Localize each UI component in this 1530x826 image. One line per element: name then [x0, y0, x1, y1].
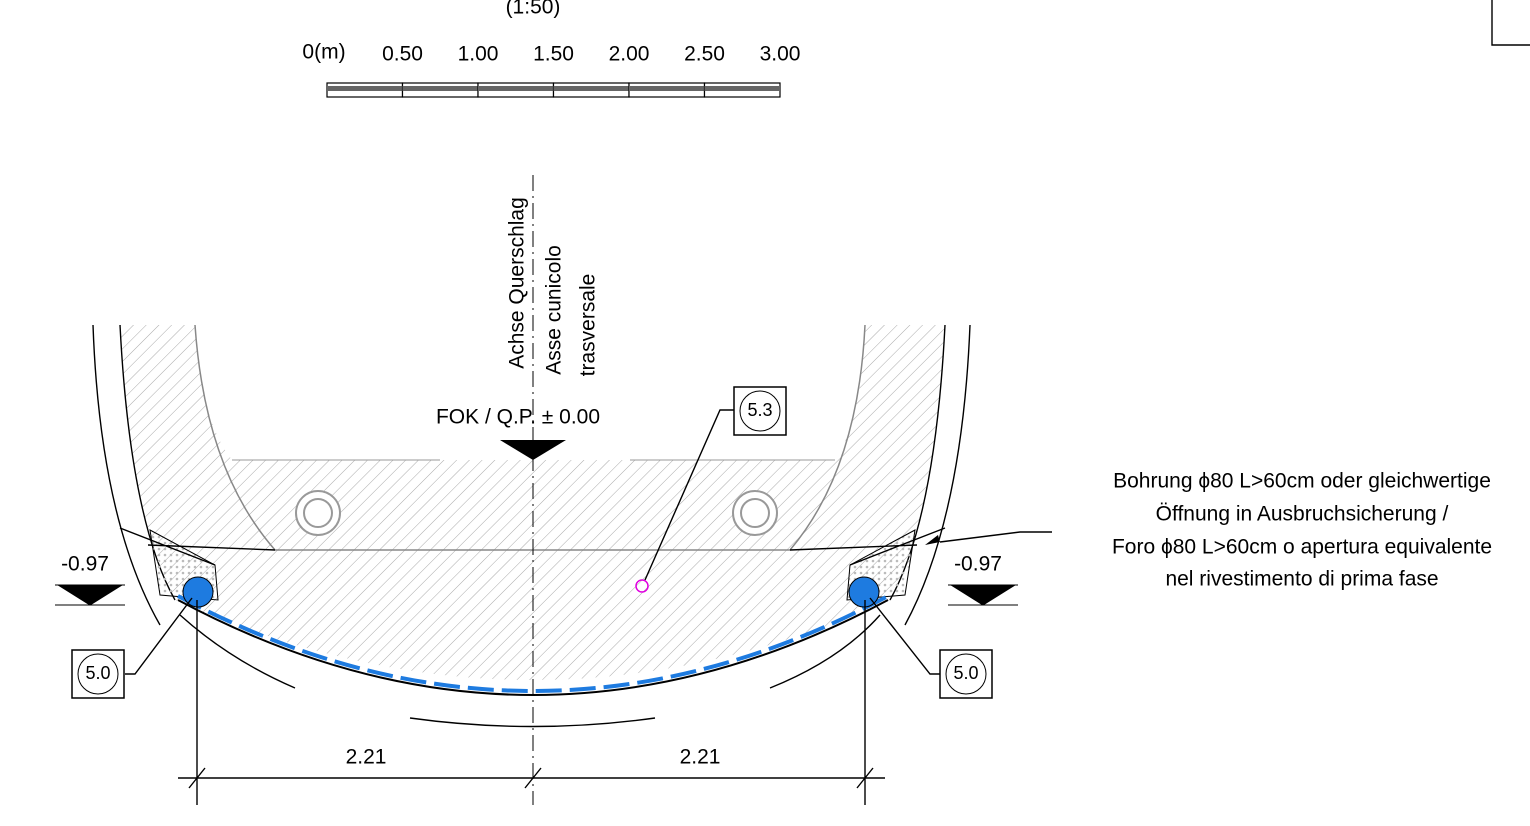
note: Bohrung ϕ80 L>60cm oder gleichwertige	[1113, 470, 1491, 493]
level-marker	[500, 440, 566, 460]
note: Foro ϕ80 L>60cm o apertura equivalente	[1112, 536, 1492, 559]
pipe	[295, 490, 341, 536]
dimension: 2.21	[680, 746, 721, 769]
callout-circle	[77, 653, 119, 695]
scale-stripe	[402, 86, 478, 91]
point	[635, 579, 649, 593]
callout: 5.0	[85, 663, 110, 683]
scale-label: 1.50	[533, 43, 574, 66]
scale-label: 0.50	[382, 43, 423, 66]
elevation: -0.97	[954, 553, 1002, 576]
note: nel rivestimento di prima fase	[1165, 568, 1438, 591]
elevation-marker	[55, 584, 125, 606]
callout: 5.3	[747, 400, 772, 420]
dimension: 2.21	[346, 746, 387, 769]
note: Öffnung in Ausbruchsicherung /	[1156, 503, 1449, 526]
excavation	[92, 324, 161, 626]
scale-stripe	[327, 86, 403, 91]
scale-label: 0(m)	[302, 41, 345, 64]
callout-box	[733, 386, 787, 436]
axis-label: Asse cunicolo	[543, 245, 566, 375]
scale-stripe	[553, 86, 629, 91]
scale-stripe	[629, 86, 705, 91]
excavation	[904, 324, 971, 626]
callout-box	[939, 649, 993, 699]
callout-box	[71, 649, 125, 699]
cavity	[195, 325, 865, 460]
leader	[125, 597, 193, 675]
frame	[1491, 0, 1530, 46]
pipe	[732, 490, 778, 536]
leader	[644, 409, 734, 581]
pipe	[303, 498, 333, 528]
excavation	[179, 614, 881, 728]
callout: 5.0	[953, 663, 978, 683]
dimension-line	[178, 600, 885, 805]
drain-pipe	[182, 576, 214, 608]
scale-bar: 0(m) 0.50 1.00 1.50 2.00 2.50 3.00	[302, 41, 801, 98]
membrane	[119, 527, 946, 566]
level-label: FOK / Q.P. ± 0.00	[436, 406, 600, 429]
drain-layer	[177, 594, 889, 693]
axis-label: trasversale	[577, 274, 600, 377]
pipe	[740, 498, 770, 528]
scale-stripe	[478, 86, 554, 91]
scale-stripe	[704, 86, 780, 91]
scale-title: (1:50)	[506, 0, 561, 19]
arrow	[925, 535, 940, 545]
callout-circle	[739, 390, 781, 432]
scale-label: 3.00	[760, 43, 801, 66]
elevation-marker	[948, 584, 1018, 606]
leader	[939, 531, 1052, 543]
callout-circle	[945, 653, 987, 695]
drain-pipe	[848, 576, 880, 608]
scale-label: 2.00	[609, 43, 650, 66]
elevation: -0.97	[61, 553, 109, 576]
scale-label: 1.00	[458, 43, 499, 66]
leader	[869, 597, 940, 675]
axis-label: Achse Querschlag	[506, 197, 529, 369]
scale-label: 2.50	[684, 43, 725, 66]
